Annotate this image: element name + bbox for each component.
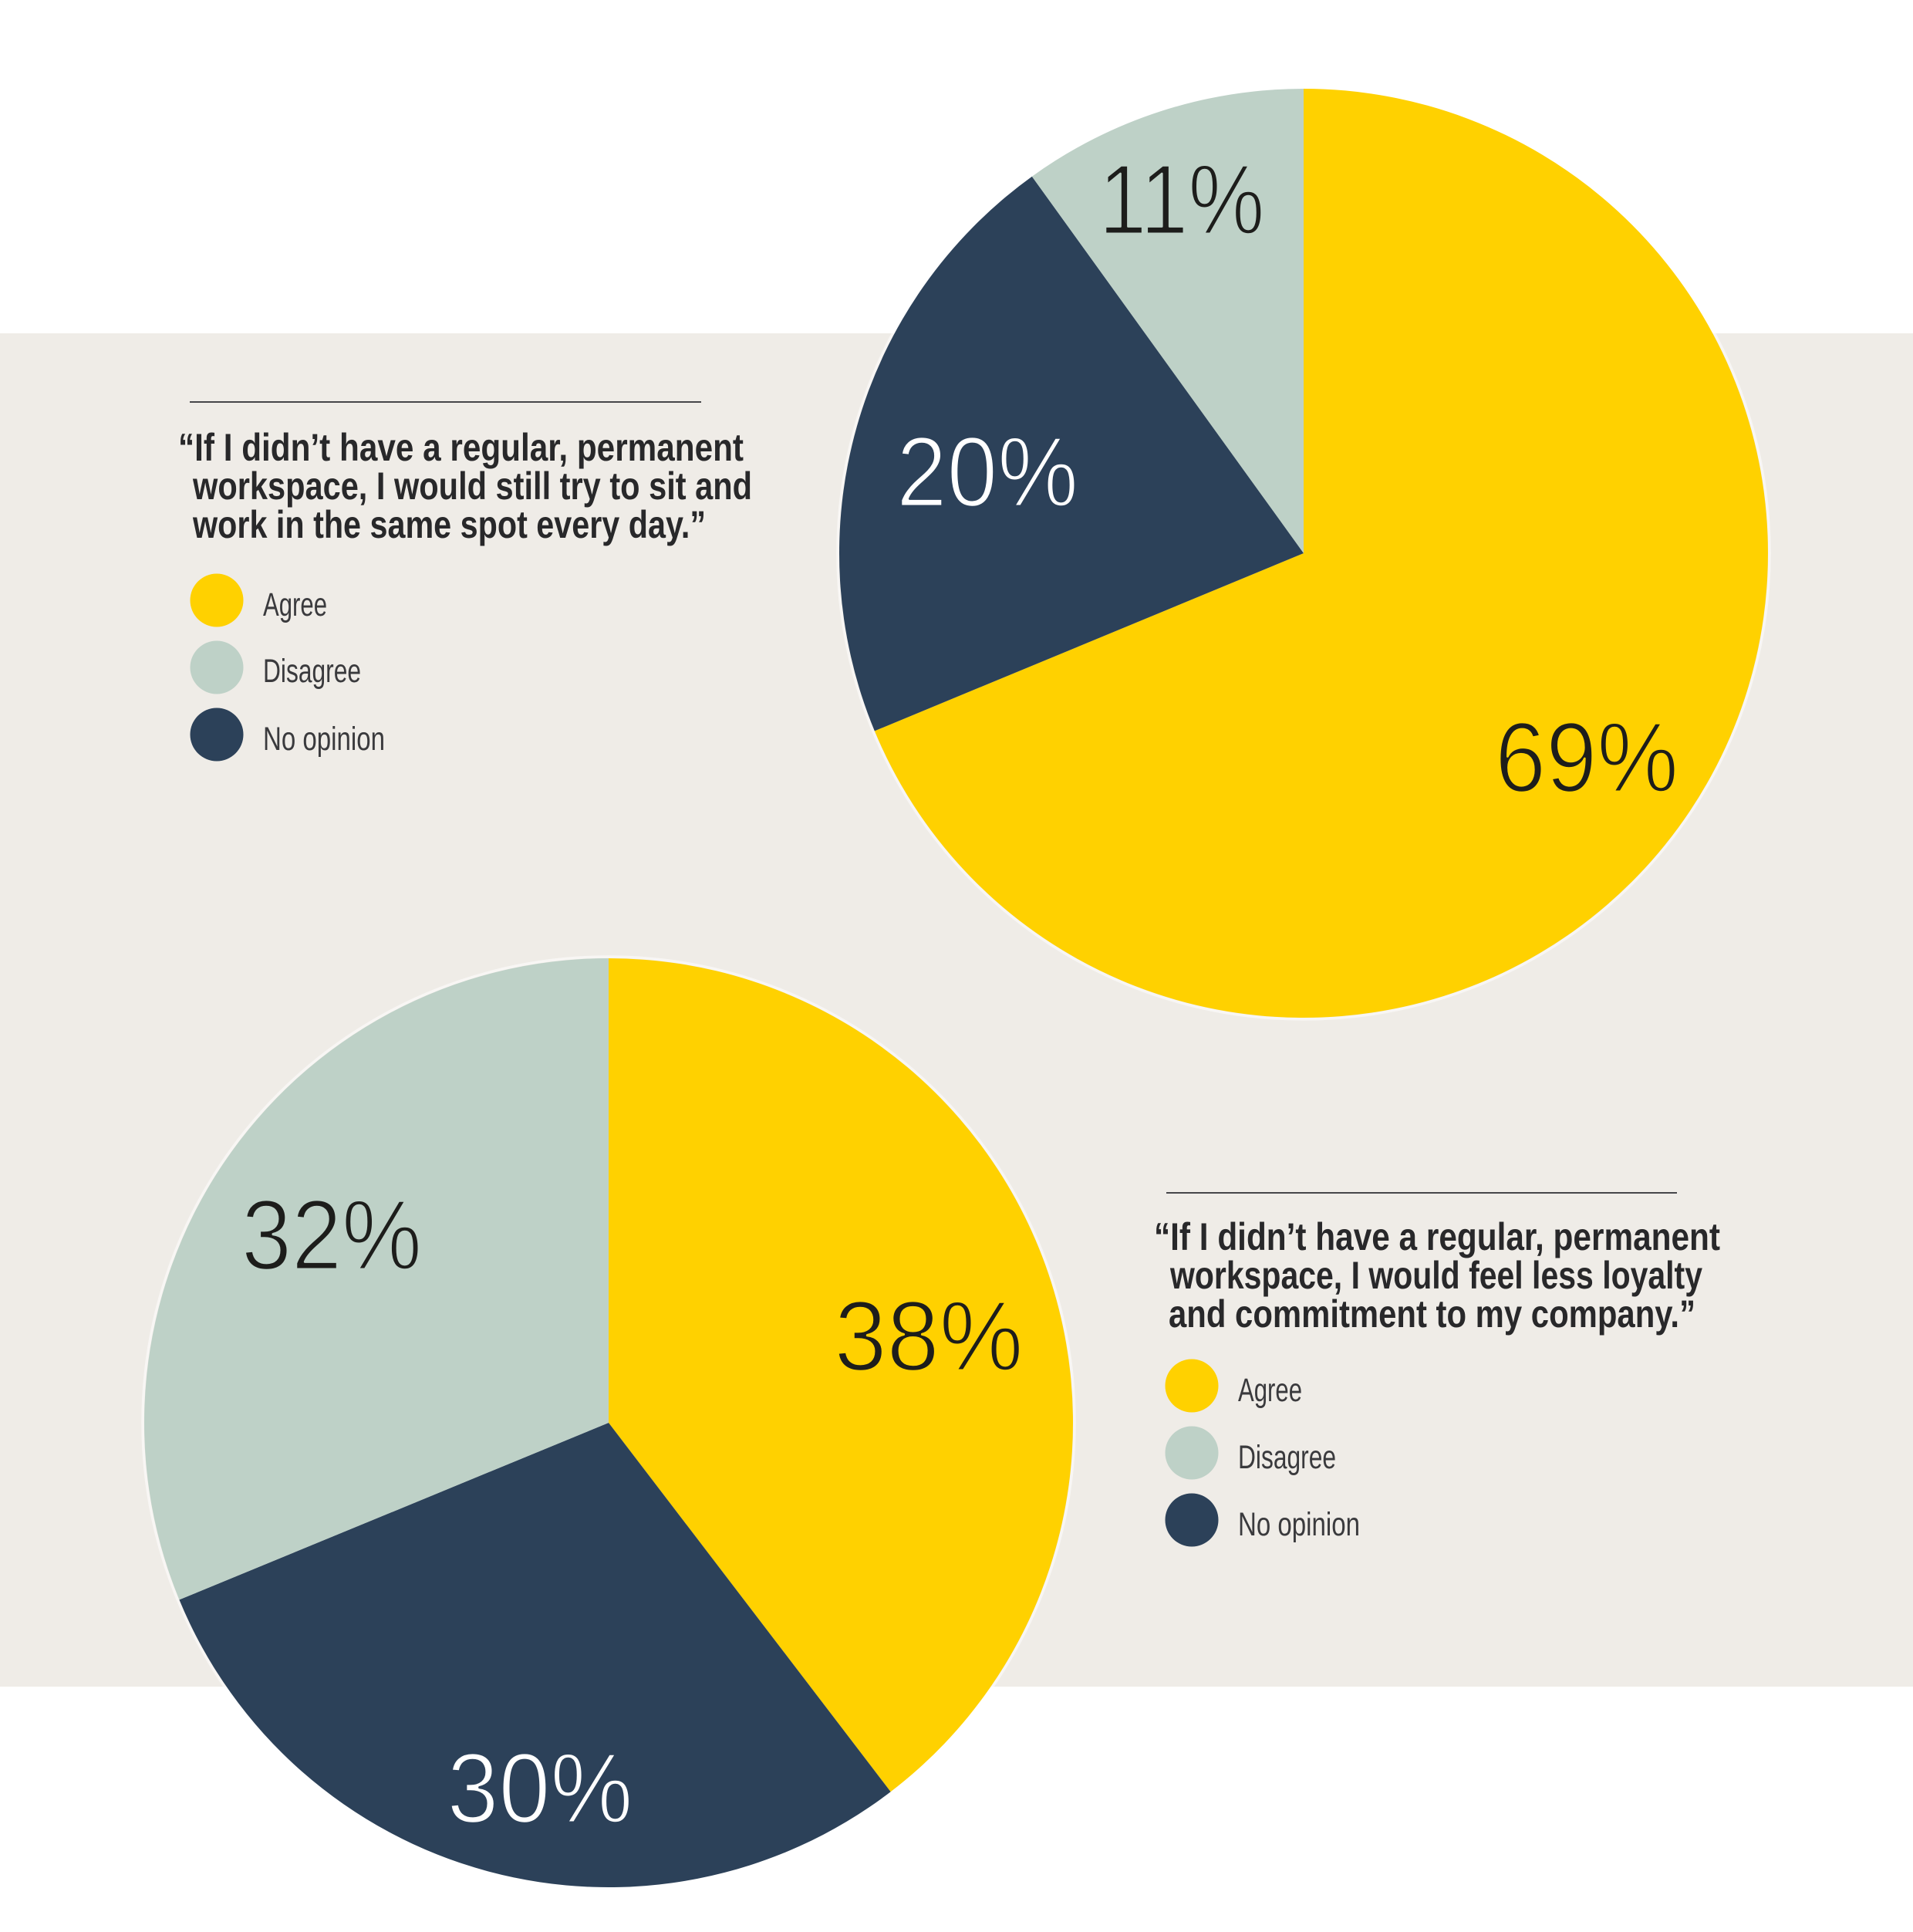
- svg-text:Agree: Agree: [263, 586, 327, 623]
- svg-text:38%: 38%: [835, 1281, 1024, 1392]
- svg-text:11%: 11%: [1099, 144, 1265, 255]
- svg-text:“If I didn’t have a regular, p: “If I didn’t have a regular, permanent: [1154, 1215, 1720, 1258]
- svg-text:30%: 30%: [447, 1733, 633, 1844]
- svg-text:32%: 32%: [241, 1180, 422, 1291]
- svg-text:Agree: Agree: [1238, 1372, 1302, 1409]
- svg-text:69%: 69%: [1495, 702, 1679, 813]
- svg-text:workspace, I would still try t: workspace, I would still try to sit and: [192, 464, 752, 508]
- svg-text:20%: 20%: [896, 417, 1078, 528]
- svg-text:work in the same spot every da: work in the same spot every day.”: [192, 503, 706, 546]
- svg-text:“If I didn’t have a regular, p: “If I didn’t have a regular, permanent: [178, 426, 744, 469]
- svg-text:No opinion: No opinion: [263, 721, 385, 758]
- svg-text:Disagree: Disagree: [263, 653, 361, 690]
- svg-text:and commitment to my company.”: and commitment to my company.”: [1169, 1292, 1695, 1336]
- svg-text:Disagree: Disagree: [1238, 1439, 1336, 1476]
- svg-text:No opinion: No opinion: [1238, 1506, 1360, 1543]
- svg-text:workspace, I would feel less l: workspace, I would feel less loyalty: [1169, 1254, 1702, 1297]
